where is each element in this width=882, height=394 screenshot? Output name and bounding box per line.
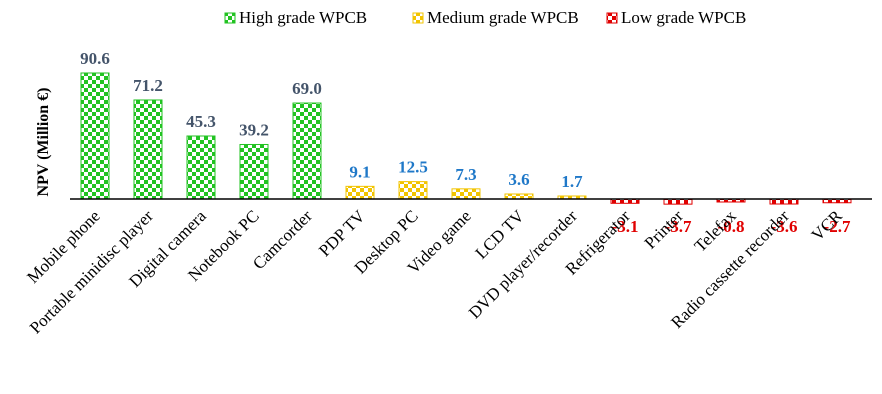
y-axis-title: NPV (Million €) bbox=[35, 87, 52, 196]
bar-pdp-tv bbox=[345, 185, 375, 200]
bar-video-game bbox=[451, 188, 481, 200]
bar-camcorder bbox=[292, 102, 322, 200]
bar-printer bbox=[663, 198, 693, 205]
data-label-mobile-phone: 90.6 bbox=[80, 49, 110, 68]
bar-mobile-phone bbox=[80, 72, 110, 200]
bar-portable-minidisc-player bbox=[133, 99, 163, 200]
legend-label-high: High grade WPCB bbox=[239, 8, 367, 27]
bar-notebook-pc bbox=[239, 143, 269, 200]
data-label-pdp-tv: 9.1 bbox=[349, 162, 370, 181]
legend-label-low: Low grade WPCB bbox=[621, 8, 746, 27]
data-label-vcr: -2.7 bbox=[824, 217, 851, 236]
bar-desktop-pc bbox=[398, 181, 428, 200]
data-label-desktop-pc: 12.5 bbox=[398, 158, 428, 177]
data-label-printer: -3.7 bbox=[665, 217, 692, 236]
data-label-notebook-pc: 39.2 bbox=[239, 120, 269, 139]
legend-item-low: Low grade WPCB bbox=[606, 8, 746, 27]
legend-item-medium: Medium grade WPCB bbox=[412, 8, 579, 27]
legend-swatch-low bbox=[606, 12, 618, 24]
data-label-digital-camera: 45.3 bbox=[186, 112, 216, 131]
bar-radio-cassette-recorder bbox=[769, 198, 799, 205]
data-labels: 90.6 71.2 45.3 39.2 69.0 9.1 12.5 7.3 3.6 1.7 -3.1… bbox=[80, 49, 851, 236]
data-label-video-game: 7.3 bbox=[455, 165, 476, 184]
bars bbox=[80, 72, 852, 205]
data-label-lcd-tv: 3.6 bbox=[508, 170, 529, 189]
legend-swatch-high bbox=[224, 12, 236, 24]
bar-lcd-tv bbox=[504, 193, 534, 200]
data-label-camcorder: 69.0 bbox=[292, 79, 322, 98]
data-label-radio-cassette-recorder: -3.6 bbox=[771, 217, 798, 236]
data-label-portable-minidisc-player: 71.2 bbox=[133, 76, 163, 95]
legend: High grade WPCB Medium grade WPCB Low grad… bbox=[224, 8, 746, 27]
data-label-refrigerator: -3.1 bbox=[612, 217, 639, 236]
x-tick-pdp-tv: PDP TV bbox=[315, 206, 369, 260]
bar-digital-camera bbox=[186, 135, 216, 200]
data-label-telefax: -0.8 bbox=[718, 217, 745, 236]
legend-swatch-medium bbox=[412, 12, 424, 24]
legend-item-high: High grade WPCB bbox=[224, 8, 367, 27]
data-label-dvd-player-recorder: 1.7 bbox=[561, 172, 583, 191]
legend-label-medium: Medium grade WPCB bbox=[427, 8, 579, 27]
